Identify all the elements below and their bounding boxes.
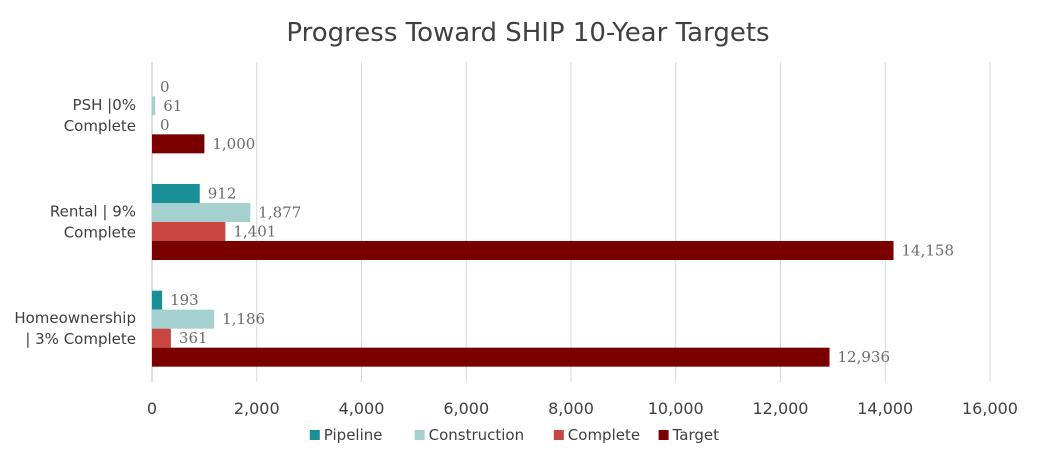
- category-label: Rental | 9%: [50, 203, 136, 221]
- legend-swatch: [658, 430, 669, 440]
- legend-label: Construction: [429, 426, 525, 444]
- x-axis-ticks: 0 2,000 4,000 6,000 8,000 10,000 12,000 14,000 1…: [147, 399, 1018, 418]
- data-label: 1,186: [222, 310, 265, 328]
- legend-swatch: [309, 430, 320, 440]
- x-tick-label: 4,000: [339, 399, 385, 418]
- bar-pipeline: [152, 290, 163, 310]
- legend-label: Target: [672, 426, 720, 444]
- bar-construction: [152, 96, 156, 116]
- x-tick-label: 8,000: [548, 399, 594, 418]
- bar-complete: [152, 222, 226, 241]
- bar-target: [152, 134, 205, 154]
- data-label: 12,936: [838, 348, 891, 366]
- category-label: | 3% Complete: [25, 330, 136, 348]
- data-label: 361: [179, 329, 208, 347]
- x-tick-label: 14,000: [857, 399, 913, 418]
- legend-label: Complete: [568, 426, 640, 444]
- bar-pipeline: [152, 184, 200, 203]
- x-tick-label: 16,000: [962, 399, 1018, 418]
- legend-swatch: [414, 430, 425, 440]
- category-labels: PSH |0% Complete Rental | 9% Complete Homeow…: [14, 96, 136, 348]
- x-tick-label: 12,000: [753, 399, 809, 418]
- bar-construction: [152, 203, 251, 222]
- chart-title: Progress Toward SHIP 10-Year Targets: [286, 18, 769, 48]
- bar-construction: [152, 309, 215, 329]
- x-tick-label: 10,000: [648, 399, 704, 418]
- x-tick-label: 2,000: [234, 399, 280, 418]
- legend-label: Pipeline: [324, 426, 383, 444]
- data-label: 1,000: [212, 135, 255, 153]
- data-label: 0: [160, 116, 170, 134]
- data-label: 912: [208, 185, 237, 203]
- data-label: 0: [160, 78, 170, 96]
- category-label: Complete: [64, 117, 136, 135]
- bar-layer: [152, 96, 894, 367]
- data-label: 193: [170, 291, 199, 309]
- legend-swatch: [553, 430, 564, 440]
- data-label: 61: [163, 97, 182, 115]
- bar-complete: [152, 328, 171, 348]
- bar-target: [152, 347, 830, 367]
- bar-target: [152, 241, 894, 260]
- legend: Pipeline Construction Complete Target: [309, 426, 720, 444]
- grid-layer: [151, 62, 991, 382]
- x-tick-label: 0: [147, 399, 157, 418]
- data-label: 14,158: [902, 242, 955, 260]
- data-label: 1,877: [258, 204, 301, 222]
- category-label: Homeownership: [14, 309, 136, 327]
- x-tick-label: 6,000: [443, 399, 489, 418]
- category-label: Complete: [64, 224, 136, 242]
- data-label: 1,401: [233, 223, 276, 241]
- category-label: PSH |0%: [73, 96, 136, 114]
